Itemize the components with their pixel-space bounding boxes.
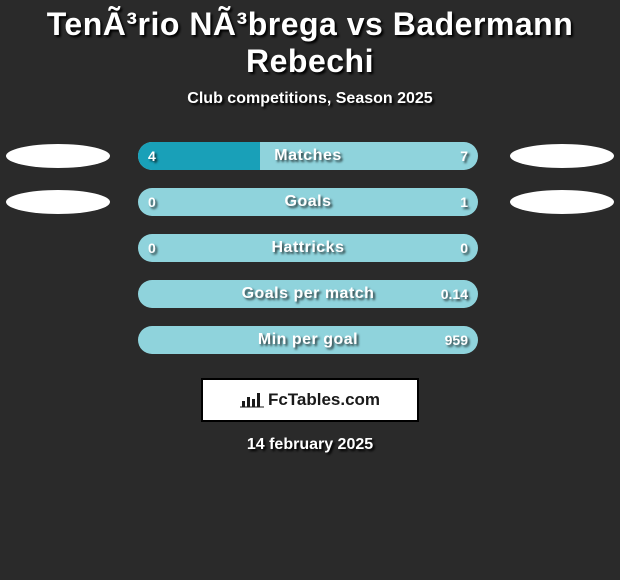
team-left-marker: [6, 190, 110, 214]
team-left-marker: [6, 144, 110, 168]
bar-chart-icon: [240, 391, 264, 409]
stat-bar: 0.14Goals per match: [138, 280, 478, 308]
team-right-marker: [510, 144, 614, 168]
page-subtitle: Club competitions, Season 2025: [0, 90, 620, 108]
comparison-infographic: TenÃ³rio NÃ³brega vs Badermann Rebechi C…: [0, 0, 620, 580]
stat-bar: 959Min per goal: [138, 326, 478, 354]
team-right-marker: [510, 190, 614, 214]
stat-label: Matches: [138, 142, 478, 170]
stat-row: 959Min per goal: [0, 326, 620, 372]
stat-bar: 01Goals: [138, 188, 478, 216]
stat-label: Min per goal: [138, 326, 478, 354]
stat-row: 01Goals: [0, 188, 620, 234]
stat-row: 0.14Goals per match: [0, 280, 620, 326]
brand-text: FcTables.com: [268, 390, 380, 410]
date-text: 14 february 2025: [0, 436, 620, 454]
brand-badge[interactable]: FcTables.com: [201, 378, 419, 422]
page-title: TenÃ³rio NÃ³brega vs Badermann Rebechi: [0, 0, 620, 80]
stat-bar: 00Hattricks: [138, 234, 478, 262]
stat-rows: 47Matches 01Goals 00Hattricks 0.14Goals per…: [0, 142, 620, 372]
stat-row: 47Matches: [0, 142, 620, 188]
stat-bar: 47Matches: [138, 142, 478, 170]
stat-label: Goals: [138, 188, 478, 216]
stat-label: Hattricks: [138, 234, 478, 262]
stat-row: 00Hattricks: [0, 234, 620, 280]
stat-label: Goals per match: [138, 280, 478, 308]
